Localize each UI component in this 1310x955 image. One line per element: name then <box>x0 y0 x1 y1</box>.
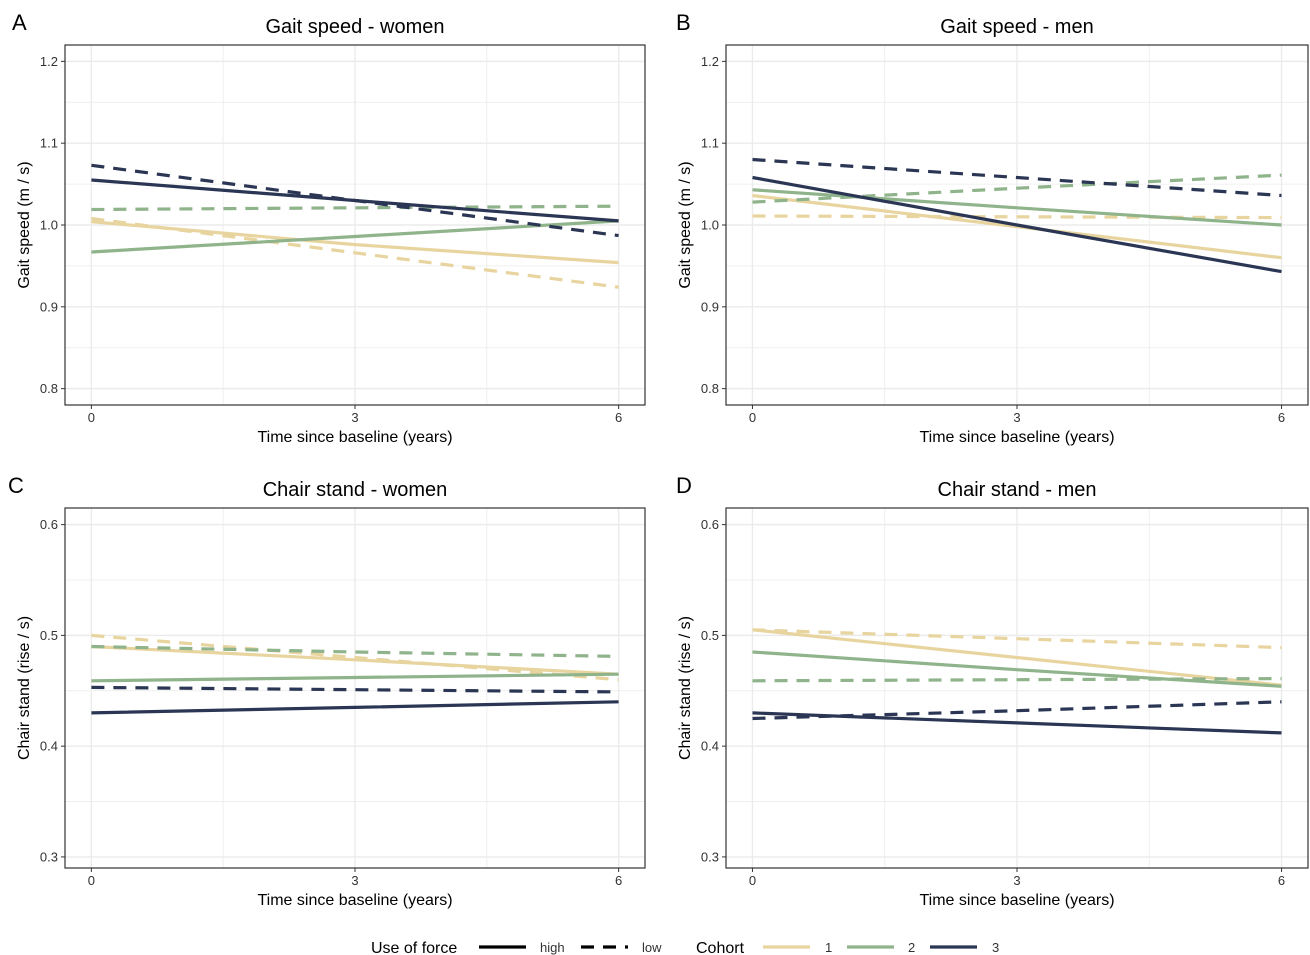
y-axis-label: Gait speed (m / s) <box>677 161 694 288</box>
panel-letter: B <box>676 10 691 35</box>
y-tick-label: 1.1 <box>701 136 719 151</box>
y-tick-label: 0.6 <box>701 517 719 532</box>
y-tick-label: 1.2 <box>701 54 719 69</box>
series-line-cohort-2-low <box>752 676 1282 683</box>
panel-title: Gait speed - men <box>940 16 1093 38</box>
y-axis-label: Chair stand (rise / s) <box>16 616 33 760</box>
y-tick-label: 1.0 <box>701 218 719 233</box>
x-axis-label: Time since baseline (years) <box>257 429 452 446</box>
legend-cohort-items: 1 2 3 <box>763 940 999 955</box>
y-tick-label: 0.6 <box>40 517 58 532</box>
y-tick-label: 0.8 <box>701 381 719 396</box>
series-line-cohort-3-low <box>752 700 1282 721</box>
panels: A Gait speed - women 0.8 0.9 1.0 1.1 1.2 0 3 6 Tim… <box>8 10 1309 909</box>
legend-label-cohort-3: 3 <box>992 940 999 955</box>
series-line-cohort-1-low <box>91 216 619 289</box>
legend-cohort-title: Cohort <box>696 940 745 955</box>
x-axis: 0 3 6 <box>88 405 622 425</box>
series-line-cohort-1-low <box>752 628 1282 650</box>
legend-force-items: high low <box>479 940 662 955</box>
y-tick-label: 0.8 <box>40 381 58 396</box>
y-axis: 0.3 0.4 0.5 0.6 <box>701 517 726 864</box>
x-tick-label: 0 <box>88 410 95 425</box>
panel-letter: A <box>12 10 27 35</box>
panel-letter: C <box>8 473 24 498</box>
legend-label-cohort-1: 1 <box>825 940 832 955</box>
panel-d: D Chair stand - men 0.3 0.4 0.5 0.6 0 3 6 Time si… <box>676 473 1309 909</box>
x-tick-label: 3 <box>351 410 358 425</box>
panel-title: Chair stand - men <box>938 479 1097 501</box>
x-tick-label: 6 <box>615 410 622 425</box>
x-tick-label: 0 <box>749 873 756 888</box>
y-tick-label: 0.5 <box>40 628 58 643</box>
series-group <box>752 157 1282 274</box>
panel-title: Gait speed - women <box>266 16 445 38</box>
x-tick-label: 3 <box>1013 410 1020 425</box>
panel-title: Chair stand - women <box>263 479 448 501</box>
y-tick-label: 1.2 <box>40 54 58 69</box>
y-tick-label: 0.9 <box>701 299 719 314</box>
y-axis: 0.8 0.9 1.0 1.1 1.2 <box>701 54 726 396</box>
gridlines <box>65 508 645 868</box>
y-axis-label: Chair stand (rise / s) <box>677 616 694 760</box>
x-axis-label: Time since baseline (years) <box>257 892 452 909</box>
y-tick-label: 0.3 <box>40 849 58 864</box>
y-axis: 0.8 0.9 1.0 1.1 1.2 <box>40 54 65 396</box>
series-line-cohort-1-low <box>91 633 619 682</box>
x-tick-label: 0 <box>88 873 95 888</box>
x-tick-label: 0 <box>749 410 756 425</box>
y-tick-label: 0.4 <box>701 739 719 754</box>
series-line-cohort-1-high <box>91 644 619 676</box>
series-line-cohort-2-high <box>752 650 1282 688</box>
series-line-cohort-1-high <box>752 628 1282 687</box>
legend-label-force-low: low <box>642 940 662 955</box>
series-line-cohort-2-high <box>91 219 619 254</box>
x-axis-label: Time since baseline (years) <box>919 429 1114 446</box>
legend: Use of force high low Cohort 1 2 3 <box>371 940 999 955</box>
x-axis-label: Time since baseline (years) <box>919 892 1114 909</box>
legend-label-cohort-2: 2 <box>908 940 915 955</box>
y-tick-label: 1.1 <box>40 136 58 151</box>
y-tick-label: 1.0 <box>40 218 58 233</box>
legend-label-force-high: high <box>540 940 565 955</box>
y-tick-label: 0.9 <box>40 299 58 314</box>
y-axis-label: Gait speed (m / s) <box>16 161 33 288</box>
x-tick-label: 3 <box>351 873 358 888</box>
x-tick-label: 6 <box>1278 410 1285 425</box>
x-axis: 0 3 6 <box>88 868 622 888</box>
series-line-cohort-3-high <box>752 175 1282 274</box>
x-tick-label: 6 <box>1278 873 1285 888</box>
panel-b: B Gait speed - men 0.8 0.9 1.0 1.1 1.2 0 3 6 Time … <box>676 10 1309 446</box>
panel-a: A Gait speed - women 0.8 0.9 1.0 1.1 1.2 0 3 6 Tim… <box>12 10 646 446</box>
x-axis: 0 3 6 <box>749 405 1285 425</box>
x-tick-label: 3 <box>1013 873 1020 888</box>
series-line-cohort-2-high <box>752 188 1282 227</box>
series-line-cohort-3-low <box>91 163 619 238</box>
series-line-cohort-1-low <box>752 214 1282 220</box>
x-axis: 0 3 6 <box>749 868 1285 888</box>
x-tick-label: 6 <box>615 873 622 888</box>
panel-letter: D <box>676 473 692 498</box>
y-tick-label: 0.5 <box>701 628 719 643</box>
y-axis: 0.3 0.4 0.5 0.6 <box>40 517 65 864</box>
gridlines <box>726 508 1308 868</box>
y-tick-label: 0.4 <box>40 739 58 754</box>
series-group <box>752 628 1282 735</box>
series-line-cohort-3-low <box>752 157 1282 198</box>
legend-force-title: Use of force <box>371 940 457 955</box>
y-tick-label: 0.3 <box>701 849 719 864</box>
series-group <box>91 633 619 715</box>
series-line-cohort-3-high <box>91 700 619 715</box>
series-line-cohort-2-high <box>91 672 619 683</box>
series-group <box>91 163 619 289</box>
series-line-cohort-2-low <box>752 173 1282 204</box>
panel-c: C Chair stand - women 0.3 0.4 0.5 0.6 0 3 6 Time … <box>8 473 646 909</box>
